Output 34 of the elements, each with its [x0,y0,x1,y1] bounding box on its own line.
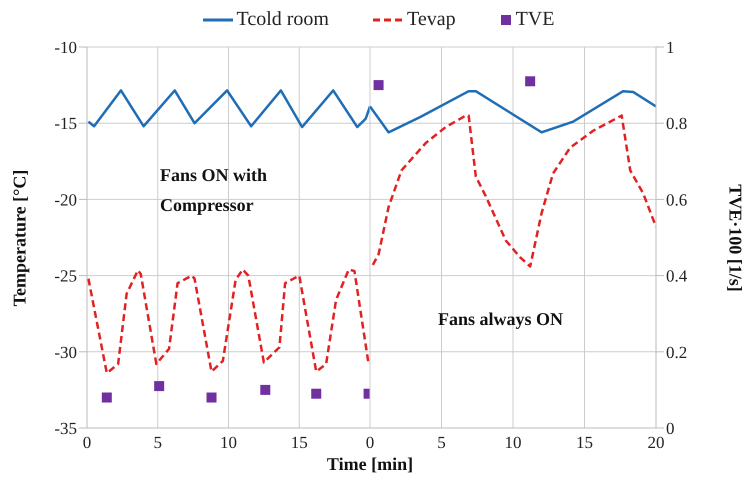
point [206,392,217,403]
point [260,384,270,395]
y-tick-label: -30 [54,342,77,362]
y-tick-label: -25 [54,266,77,286]
x-axis-title: Time [min] [326,454,414,475]
x-tick-label: 15 [290,433,308,452]
y-axis-title: Temperature [°C] [10,170,30,306]
y2-tick-label: 1 [666,38,674,58]
x-tick-label: 10 [220,433,237,452]
x-tick-label: 10 [504,433,522,452]
y-tick-label: -35 [54,419,77,438]
x-tick-label: 0 [82,433,92,452]
y2-axis-title: TVE·100 [1/s] [724,184,746,292]
point [311,388,322,399]
y-tick-label: -15 [54,114,77,134]
legend-label: Tevap [406,8,456,31]
point [102,392,112,403]
legend-label: TVE [514,8,554,31]
y2-tick-label: 0.6 [666,190,688,210]
y-tick-label: -10 [54,38,77,58]
y2-tick-label: 0 [666,419,674,438]
x-tick-label: 5 [154,433,162,452]
y2-tick-label: 0.4 [666,266,688,286]
point [154,381,164,392]
legend-label: Tcold room [236,8,329,31]
annotation: Fans ON with Compressor [160,164,268,217]
x-tick-label: 0 [366,433,374,452]
x-tick-label: 5 [437,433,446,452]
x-tick-label: 20 [648,433,664,452]
x-tick-label: 15 [576,433,593,452]
y-tick-label: -20 [54,190,77,210]
y2-tick-label: 0.8 [666,114,688,134]
annotation: Fans always ON [438,308,564,331]
y2-tick-label: 0.2 [666,342,688,362]
